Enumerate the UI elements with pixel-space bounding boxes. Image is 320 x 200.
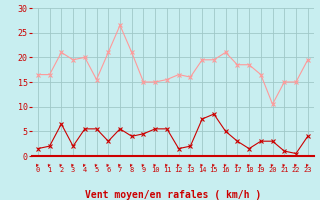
X-axis label: Vent moyen/en rafales ( km/h ): Vent moyen/en rafales ( km/h ) [85,190,261,200]
